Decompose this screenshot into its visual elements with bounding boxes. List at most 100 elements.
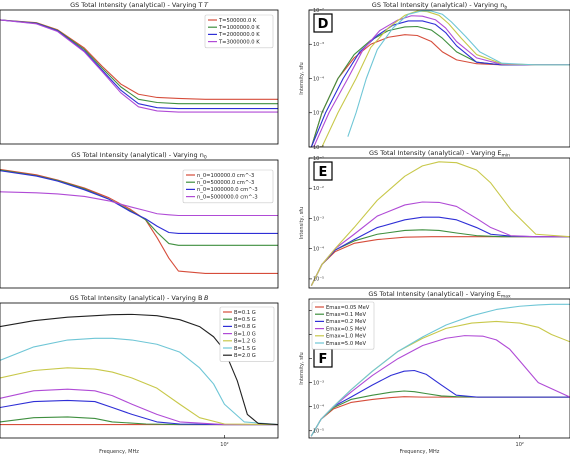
chart-title-variable: max (501, 295, 511, 300)
chart-panel-p1: GS Total Intensity (analytical) - Varyin… (0, 1, 279, 145)
series-line-5 (321, 10, 570, 147)
series-line-7 (0, 313, 278, 426)
chart-title-variable: b (504, 5, 507, 11)
plot-area (0, 168, 278, 274)
y-tick-label: 10⁻⁴ (313, 405, 324, 411)
series-line-5 (310, 161, 570, 286)
y-axis-label: Intensity, sfu (299, 62, 305, 94)
series-line-4 (313, 15, 570, 147)
x-tick-label: 10² (516, 442, 524, 448)
legend-box (204, 14, 274, 49)
plot-area (310, 10, 570, 147)
series-line-4 (0, 388, 278, 426)
legend-entry: n_0=5000000.0 cm^-3 (197, 194, 258, 200)
y-tick-label: 10⁻⁴ (313, 246, 324, 252)
legend-box (311, 301, 375, 350)
legend: B=0.1 GB=0.5 GB=0.8 GB=1.0 G B=1.2 GB=1.5… (219, 306, 275, 362)
legend-entry: B=1.5 G (234, 346, 256, 352)
chart-title-variable: T (204, 1, 209, 9)
legend-entry: B=0.8 G (234, 324, 256, 330)
chart-panel-F: GS Total Intensity (analytical) - Varyin… (299, 290, 570, 455)
axes-frame (308, 157, 570, 289)
legend-entry: B=0.1 G (234, 310, 256, 316)
legend-entry: B=1.2 G (234, 339, 256, 345)
chart-title: GS Total Intensity (analytical) - Varyin… (70, 294, 209, 302)
y-tick-label: 10⁻³ (313, 216, 324, 222)
chart-title: GS Total Intensity (analytical) - Varyin… (368, 290, 511, 300)
chart-panel-p3: GS Total Intensity (analytical) - Varyin… (0, 294, 279, 455)
chart-title: GS Total Intensity (analytical) - Varyin… (70, 1, 209, 9)
legend-entry: Emax=0.1 MeV (326, 312, 366, 318)
y-tick-label: 10⁻⁶ (313, 145, 324, 151)
legend-entry: T=2000000.0 K (218, 32, 260, 38)
y-tick-label: 10⁻⁵ (313, 429, 324, 435)
chart-title-variable: B (204, 294, 209, 302)
legend-entry: n_0=1000000.0 cm^-3 (197, 187, 258, 193)
axes-frame (308, 298, 570, 439)
chart-title: GS Total Intensity (analytical) - Varyin… (369, 149, 510, 159)
legend-entry: T=500000.0 K (218, 18, 257, 24)
y-tick-label: 10⁻² (313, 186, 324, 192)
plot-area (0, 313, 278, 426)
x-axis-label: Frequency, MHz (99, 449, 139, 455)
panel-badge-letter: F (319, 352, 328, 367)
series-line-6 (0, 337, 278, 426)
plot-area (0, 19, 278, 113)
y-tick-label: 10⁻³ (313, 380, 324, 386)
legend: n_0=100000.0 cm^-3n_0=500000.0 cm^-3n_0=… (182, 169, 274, 204)
series-line-1 (310, 236, 570, 286)
series-line-3 (310, 216, 570, 286)
chart-title-variable: 0 (204, 155, 207, 161)
legend-entry: Emax=5.0 MeV (326, 341, 366, 347)
chart-panel-p2: GS Total Intensity (analytical) - Varyin… (0, 151, 279, 289)
series-line-2 (0, 416, 278, 426)
legend-entry: B=1.0 G (234, 331, 256, 337)
series-line-3 (310, 20, 570, 147)
chart-title: GS Total Intensity (analytical) - Varyin… (71, 151, 207, 161)
chart-title-variable: min (502, 153, 511, 159)
y-axis-label: Intensity, sfu (299, 207, 305, 239)
y-axis-label: Intensity, sfu (299, 352, 305, 384)
legend-entry: B=2.0 G (234, 353, 256, 359)
x-tick-label: 10² (220, 442, 228, 448)
series-line-1 (310, 396, 570, 437)
axes-frame (0, 302, 279, 439)
chart-panel-E: GS Total Intensity (analytical) - Varyin… (299, 149, 570, 289)
legend-entry: B=0.5 G (234, 317, 256, 323)
series-line-4 (310, 335, 570, 437)
x-axis-label: Frequency, MHz (400, 449, 440, 455)
series-line-6 (347, 10, 570, 137)
panel-badge-letter: E (319, 165, 328, 180)
panel-badge-box (313, 13, 333, 33)
chart-title: GS Total Intensity (analytical) - Varyin… (372, 1, 508, 11)
y-tick-label: 10⁻² (313, 8, 324, 14)
legend-entry: n_0=500000.0 cm^-3 (197, 180, 254, 186)
legend-entry: T=3000000.0 K (218, 39, 260, 45)
series-line-4 (0, 191, 278, 217)
series-line-2 (0, 169, 278, 246)
plot-area (310, 303, 570, 437)
series-line-3 (310, 369, 570, 437)
legend: T=500000.0 KT=1000000.0 KT=2000000.0 KT=… (204, 14, 274, 49)
chart-panel-D: GS Total Intensity (analytical) - Varyin… (299, 1, 570, 151)
plot-area (310, 161, 570, 286)
series-line-4 (0, 19, 278, 113)
axes-frame (0, 159, 279, 289)
y-tick-label: 10⁻³ (313, 42, 324, 48)
y-tick-label: 10⁻⁴ (313, 76, 324, 82)
axes-frame (0, 9, 279, 145)
legend-entry: T=1000000.0 K (218, 25, 260, 31)
legend-entry: n_0=100000.0 cm^-3 (197, 173, 254, 179)
series-line-4 (310, 201, 570, 286)
series-line-3 (0, 170, 278, 234)
legend-entry: Emax=0.2 MeV (326, 319, 366, 325)
series-line-3 (0, 399, 278, 426)
legend-entry: Emax=0.5 MeV (326, 326, 366, 332)
series-line-6 (310, 303, 570, 437)
y-tick-label: 10⁻¹ (313, 156, 324, 162)
legend-box (182, 169, 274, 204)
panel-badge-letter: D (318, 17, 329, 32)
series-line-5 (0, 367, 278, 426)
